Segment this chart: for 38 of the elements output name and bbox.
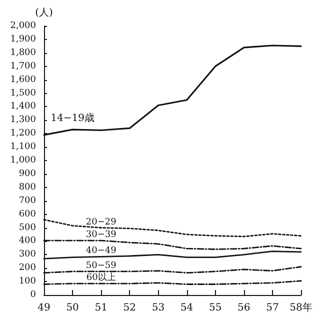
x-tick-label: 57 (266, 302, 279, 314)
y-tick-label: 400 (18, 236, 36, 246)
y-tick-label: 300 (18, 250, 36, 260)
y-tick-label: 700 (18, 196, 36, 206)
x-tick-label: 55 (208, 302, 222, 314)
series-label: 60以上 (86, 272, 116, 284)
series-label: 14−19歳 (50, 112, 94, 124)
x-tick-label: 56 (238, 302, 250, 314)
y-tick-label: 600 (18, 209, 36, 220)
series-label: 40−49 (86, 246, 117, 256)
x-tick-label: 58年 (290, 302, 312, 314)
y-tick-label: 1,200 (10, 128, 36, 139)
series-label: 50−59 (86, 260, 117, 271)
y-tick-label: 1,700 (10, 61, 36, 72)
series-label: 30−39 (86, 230, 117, 240)
y-tick-label: 0 (30, 290, 36, 300)
series-label: 20−29 (86, 217, 117, 228)
y-tick-label: 900 (18, 168, 36, 179)
x-tick-label: 49 (38, 302, 50, 314)
y-tick-label: 1,100 (10, 142, 36, 152)
x-tick-label: 50 (66, 302, 79, 314)
y-tick-label: 500 (18, 222, 36, 233)
y-tick-label: 1,400 (10, 102, 36, 112)
x-tick-label: 51 (94, 302, 108, 314)
y-tick-label: 800 (18, 182, 36, 192)
y-tick-label: 100 (18, 276, 36, 287)
x-tick-label: 52 (123, 302, 136, 314)
y-tick-label: 1,300 (10, 115, 36, 126)
y-tick-label: 2,000 (10, 21, 36, 31)
y-tick-label: 200 (18, 263, 36, 274)
y-tick-label: 1,900 (10, 34, 36, 44)
y-tick-label: 1,000 (10, 156, 36, 166)
y-tick-label: 1,600 (10, 74, 36, 85)
x-tick-label: 53 (152, 302, 165, 314)
y-tick-label: 1,500 (10, 88, 36, 98)
y-axis-title: (人) (35, 8, 53, 18)
y-tick-label: 1,800 (10, 48, 36, 58)
x-tick-label: 54 (180, 302, 194, 314)
